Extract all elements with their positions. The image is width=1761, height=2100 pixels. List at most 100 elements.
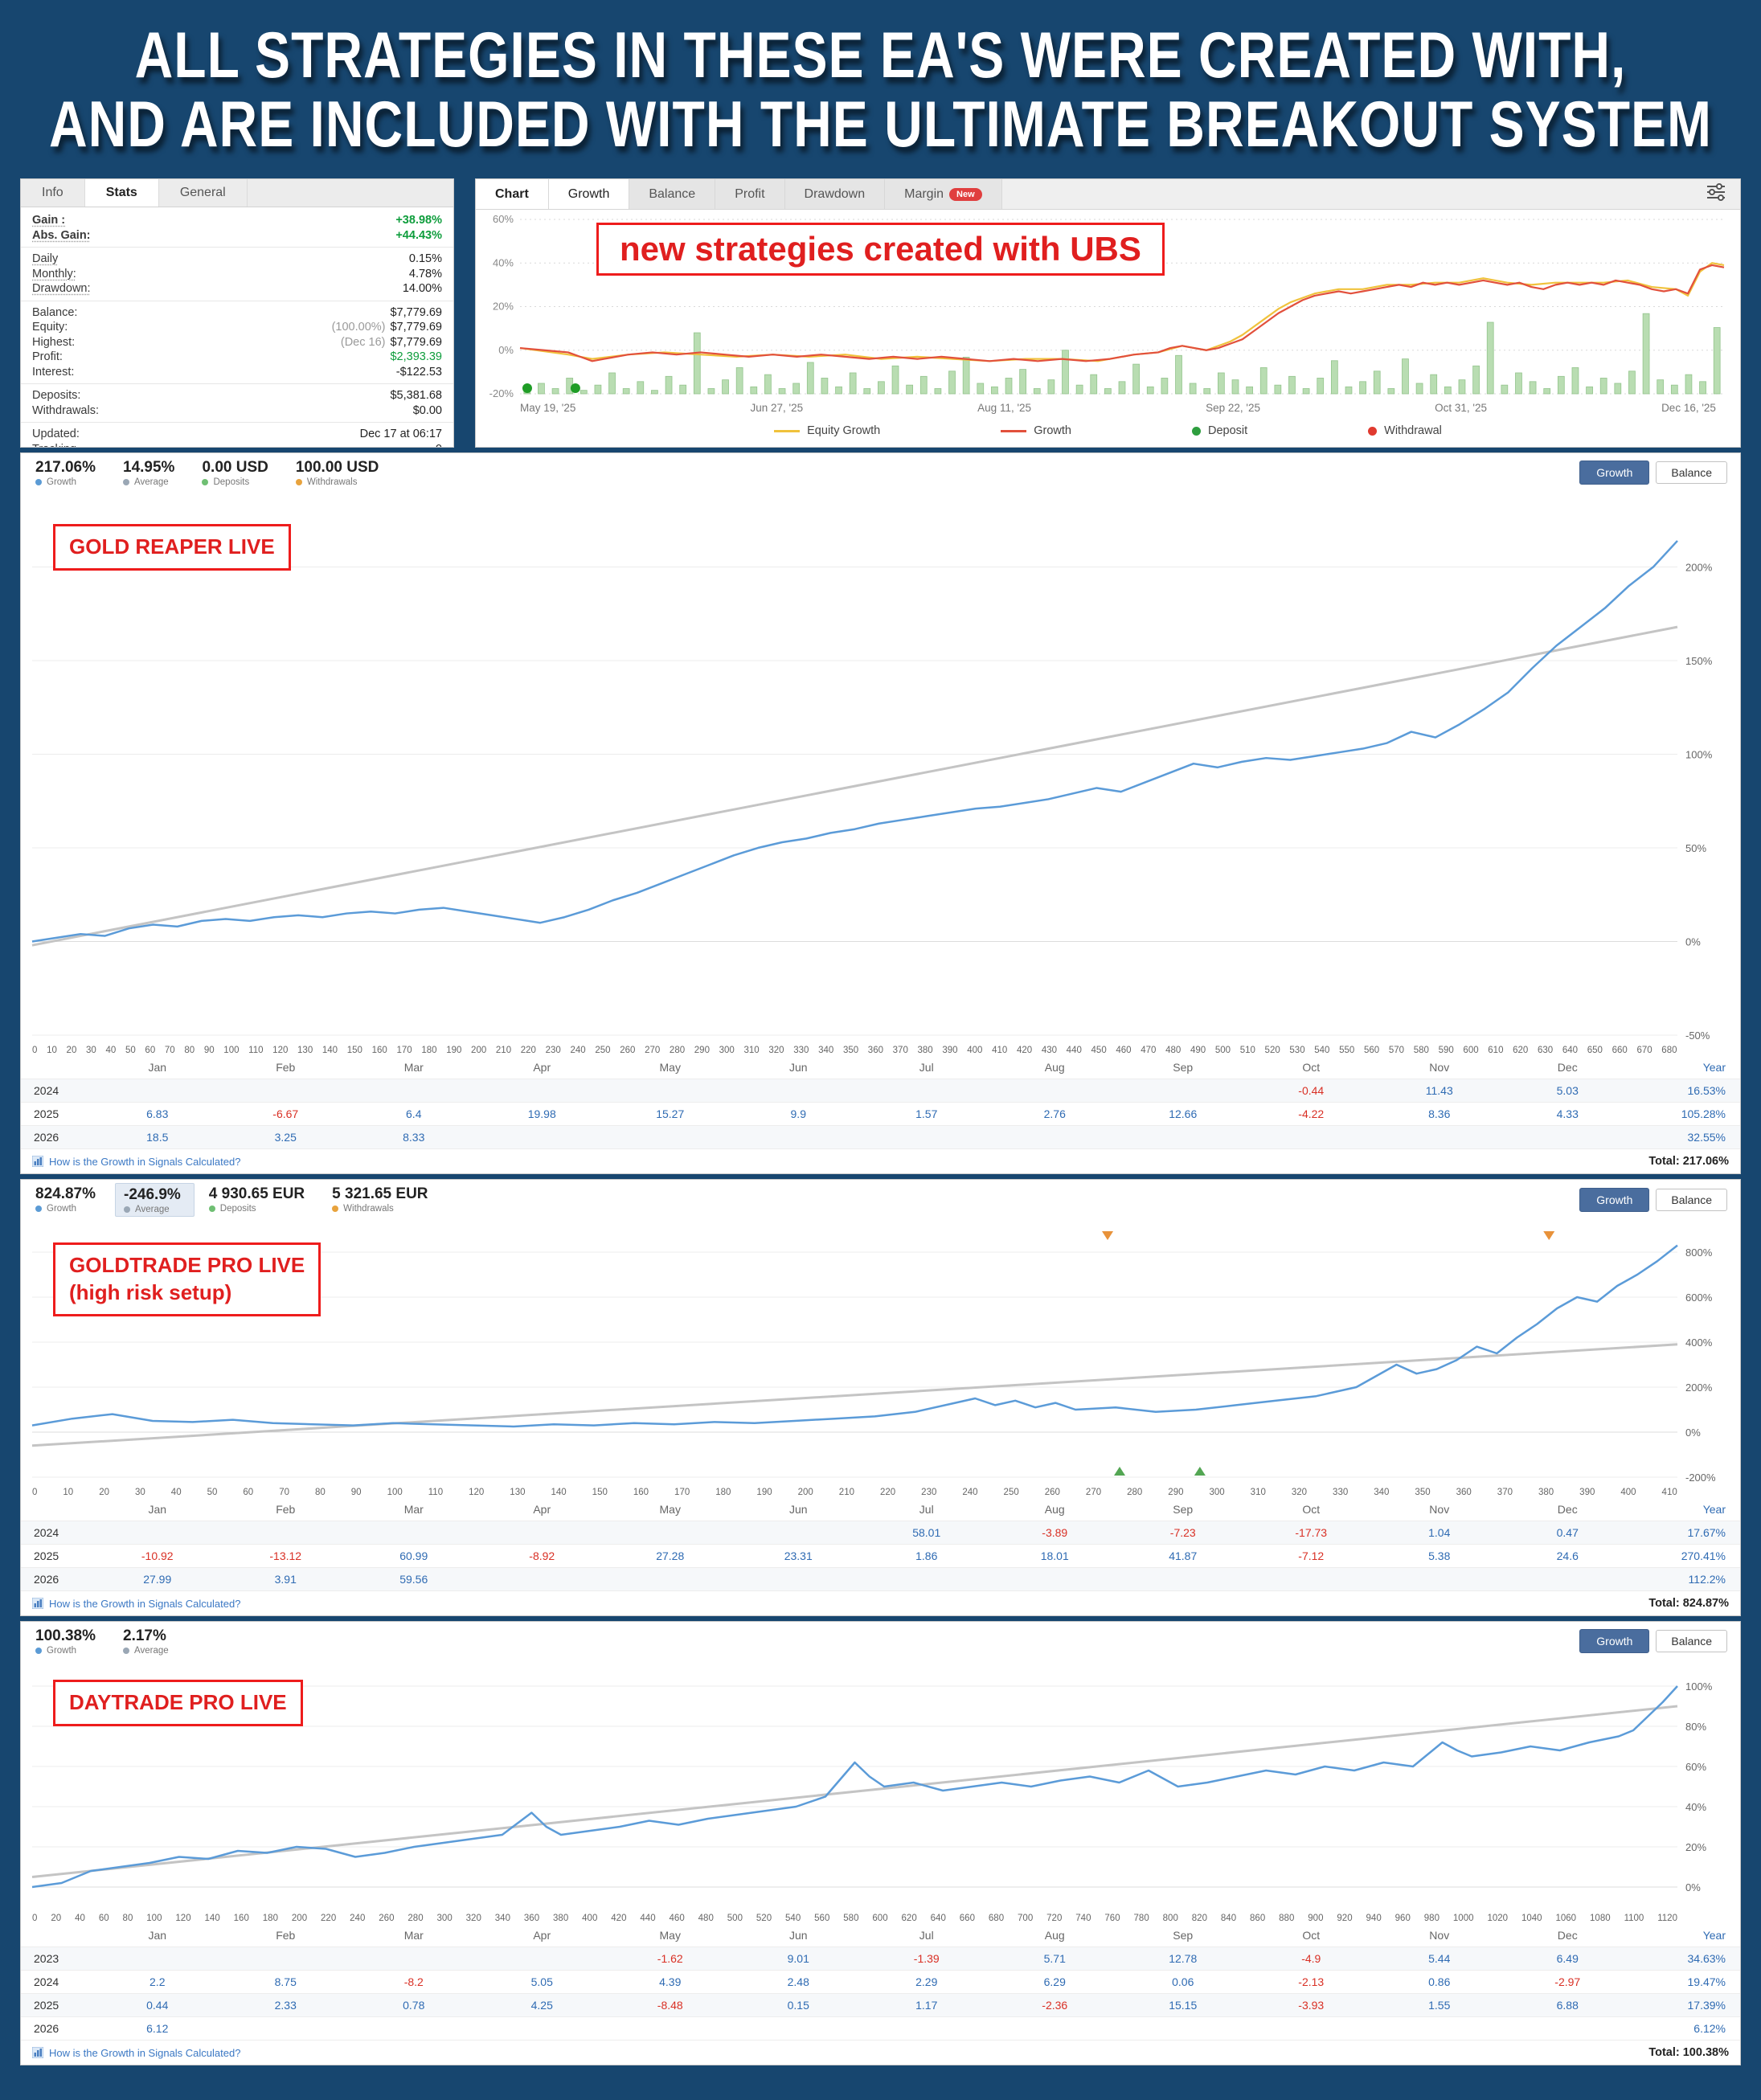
stat-toggle-average[interactable]: -246.9% Average: [115, 1183, 195, 1217]
monthly-return-cell: 2.33: [221, 1993, 350, 2016]
stat-toggle-average[interactable]: 2.17% Average: [115, 1625, 182, 1657]
monthly-return-cell: -8.2: [350, 1970, 478, 1993]
tab-general[interactable]: General: [159, 179, 248, 207]
rect-element: [1571, 367, 1579, 395]
rect-element: [1259, 367, 1268, 395]
rect-element: [34, 2053, 36, 2057]
growth-view-button[interactable]: Growth: [1579, 1188, 1650, 1212]
growth-help-link[interactable]: How is the Growth in Signals Calculated?: [32, 1156, 240, 1168]
monthly-return-cell: 18.01: [990, 1544, 1119, 1567]
stat-label[interactable]: Daily: [32, 252, 59, 266]
legend-growth: Growth: [1001, 424, 1071, 437]
balance-view-button[interactable]: Balance: [1656, 1189, 1727, 1211]
trade-tick: 490: [1190, 1046, 1206, 1055]
growth-view-button[interactable]: Growth: [1579, 1629, 1650, 1653]
stat-toggle-withdrawals[interactable]: 5 321.65 EUR Withdrawals: [324, 1183, 440, 1217]
rect-element: [1019, 369, 1027, 395]
legend-swatch: [774, 429, 801, 432]
monthly-return-cell: 1.17: [862, 1993, 991, 2016]
rect-element: [538, 383, 545, 395]
banner-title-line-1: ALL STRATEGIES IN THESE EA'S WERE CREATE…: [134, 18, 1627, 92]
tab-drawdown[interactable]: Drawdown: [784, 179, 886, 209]
monthly-return-cell: 5.38: [1375, 1544, 1504, 1567]
balance-view-button[interactable]: Balance: [1656, 461, 1727, 484]
trade-tick: 660: [959, 1914, 975, 1923]
rect-element: [1713, 327, 1721, 395]
stat-label[interactable]: Drawdown:: [32, 282, 91, 296]
stat-toggle-withdrawals[interactable]: 100.00 USD Withdrawals: [288, 456, 392, 489]
rect-element: [1104, 388, 1112, 395]
legend-dot: [35, 479, 42, 485]
polyline-element: [519, 264, 1725, 362]
rect-element: [891, 365, 899, 395]
trade-tick: 90: [350, 1488, 362, 1497]
tab-info[interactable]: Info: [21, 179, 85, 207]
trade-tick: 440: [640, 1914, 656, 1923]
trade-tick: 260: [620, 1046, 636, 1055]
balance-view-button[interactable]: Balance: [1656, 1630, 1727, 1652]
trade-tick: 220: [879, 1488, 896, 1497]
monthly-return-cell: [990, 2016, 1119, 2040]
monthly-return-cell: [606, 1125, 735, 1148]
trade-tick: 600: [1463, 1046, 1479, 1055]
tab-chart[interactable]: Chart: [476, 179, 549, 209]
stat-legend: Growth: [35, 477, 96, 487]
trade-tick: 480: [1165, 1046, 1182, 1055]
monthly-return-cell: [1503, 1125, 1632, 1148]
tab-margin[interactable]: Margin New: [885, 179, 1002, 209]
stat-legend: Growth: [35, 1204, 96, 1214]
rect-element: [1033, 388, 1041, 395]
trade-tick: 1100: [1624, 1914, 1644, 1923]
stat-toggle-average[interactable]: 14.95% Average: [115, 456, 187, 489]
stat-label[interactable]: Monthly:: [32, 267, 76, 280]
stat-toggle-growth[interactable]: 824.87% Growth: [27, 1183, 109, 1217]
stat-value: (100.00%) $7,779.69: [331, 321, 442, 334]
year-total-cell: 32.55%: [1632, 1125, 1740, 1148]
stat-toggle-deposits[interactable]: 4 930.65 EUR Deposits: [201, 1183, 317, 1217]
month-header-cell: Jun: [788, 1503, 808, 1516]
trade-tick: 220: [520, 1046, 536, 1055]
trade-tick: 120: [469, 1488, 485, 1497]
monthly-return-cell: [1375, 2016, 1504, 2040]
circle-element: [1716, 183, 1722, 190]
divider: [21, 247, 453, 248]
stat-toggle-deposits[interactable]: 0.00 USD Deposits: [194, 456, 281, 489]
stat-label: Withdrawals: [306, 477, 358, 487]
month-header-cell: Nov: [1429, 1061, 1450, 1074]
text-element: 100%: [1685, 749, 1713, 761]
rect-element: [1472, 365, 1480, 395]
trade-tick: 960: [1394, 1914, 1411, 1923]
trade-tick: 20: [51, 1914, 62, 1923]
tab-growth[interactable]: Growth: [548, 179, 630, 209]
account-stats-panel: Info Stats General Gain : +38.98% Abs. Gain:…: [20, 178, 454, 448]
rect-element: [1614, 383, 1622, 395]
trade-tick: 380: [553, 1914, 569, 1923]
tab-profit[interactable]: Profit: [715, 179, 785, 209]
monthly-returns-table: Jan Feb Mar Apr May Jun Jul Aug Sep Oct Nov Dec Year…: [21, 1058, 1740, 1148]
month-header-cell: Apr: [533, 1061, 551, 1074]
stat-value: 217.06%: [35, 459, 96, 476]
growth-help-link[interactable]: How is the Growth in Signals Calculated?: [32, 2047, 240, 2059]
total-growth: Total: 217.06%: [1648, 1155, 1729, 1168]
growth-help-link[interactable]: How is the Growth in Signals Calculated?: [32, 1598, 240, 1610]
rect-element: [750, 386, 758, 395]
rect-element: [1685, 374, 1693, 395]
trade-tick: 210: [495, 1046, 512, 1055]
legend-swatch: [1191, 426, 1201, 436]
rect-element: [1586, 386, 1593, 395]
tab-stats[interactable]: Stats: [84, 179, 159, 207]
chart-settings-icon[interactable]: [1705, 182, 1727, 207]
stat-toggle-growth[interactable]: 217.06% Growth: [27, 456, 109, 489]
divider: [21, 422, 453, 423]
rect-element: [1557, 375, 1565, 395]
stat-toggle-growth[interactable]: 100.38% Growth: [27, 1625, 109, 1657]
trade-tick: 840: [1220, 1914, 1237, 1923]
stat-label[interactable]: Gain :: [32, 214, 66, 227]
tab-balance[interactable]: Balance: [629, 179, 716, 209]
stat-label: Average: [134, 1646, 169, 1656]
monthly-return-cell: 24.6: [1503, 1544, 1632, 1567]
monthly-return-cell: [990, 1079, 1119, 1102]
growth-view-button[interactable]: Growth: [1579, 461, 1650, 485]
monthly-return-cell: [477, 1567, 606, 1590]
stat-label[interactable]: Abs. Gain:: [32, 228, 91, 242]
